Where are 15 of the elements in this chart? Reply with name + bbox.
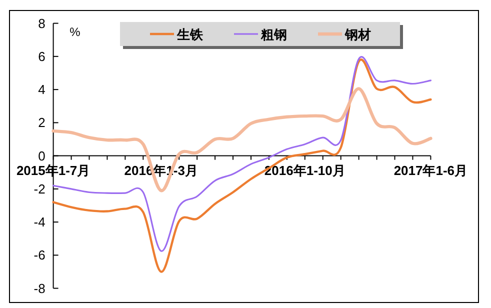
- x-tick-label: 2017年1-6月: [394, 162, 468, 178]
- y-tick-label: 0: [38, 148, 46, 164]
- y-tick-label: 2: [38, 115, 46, 130]
- y-tick-label: 8: [38, 16, 46, 31]
- y-axis-title: %: [70, 25, 81, 39]
- legend-label: 钢材: [344, 27, 371, 42]
- y-tick-label: -6: [34, 248, 46, 263]
- x-tick-label: 2016年1-10月: [264, 162, 346, 178]
- y-tick-label: -8: [34, 280, 46, 296]
- legend-label: 生铁: [176, 27, 204, 42]
- y-tick-label: -2: [34, 181, 46, 196]
- legend-label: 粗钢: [260, 27, 287, 42]
- y-tick-label: 4: [38, 82, 46, 98]
- y-tick-label: 6: [38, 48, 46, 64]
- y-tick-label: -4: [34, 214, 46, 230]
